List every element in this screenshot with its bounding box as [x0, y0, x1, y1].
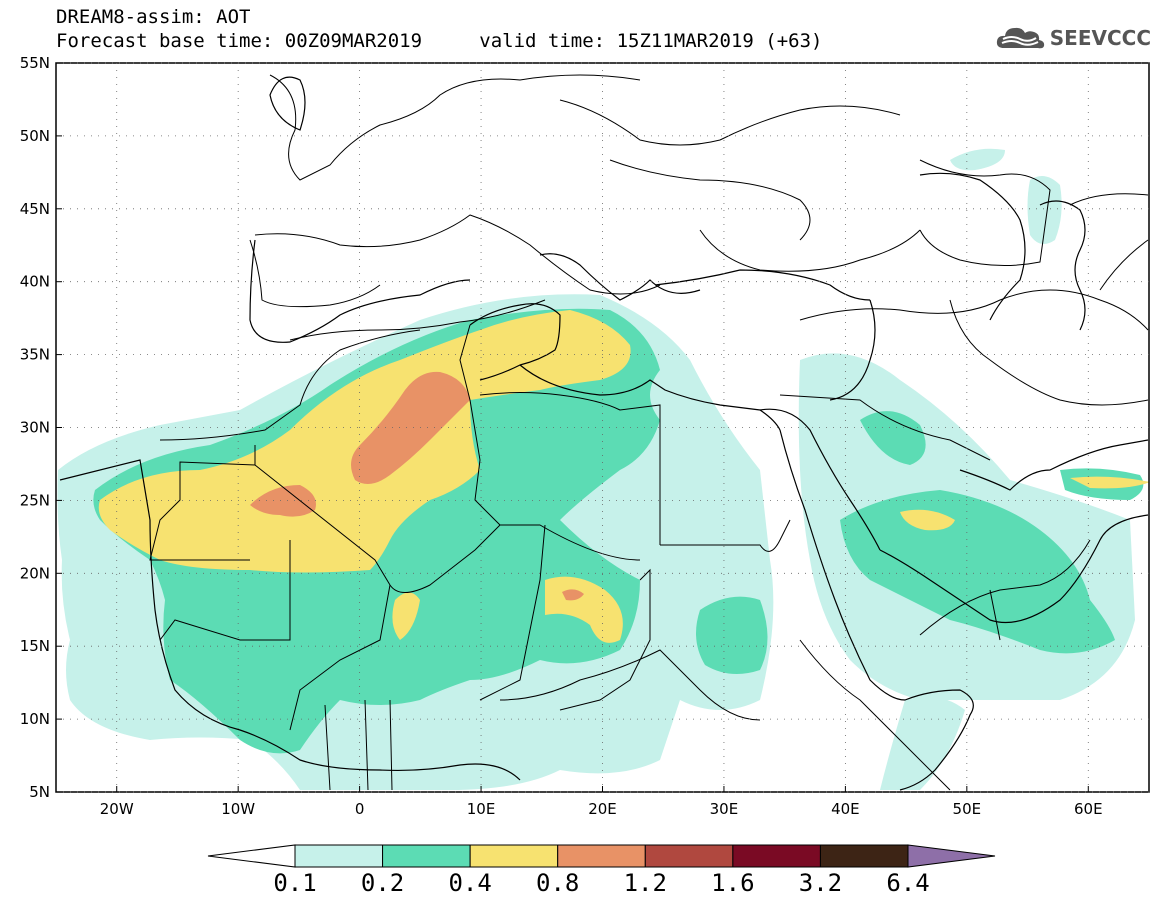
y-tick-label: 20N — [20, 564, 50, 582]
coastlines — [59, 76, 1149, 791]
y-tick-label: 40N — [20, 273, 50, 291]
colorbar-swatch — [732, 844, 821, 868]
aot-level-0.1-north — [950, 148, 1005, 171]
y-tick-label: 5N — [29, 783, 50, 801]
logo-text: SEEVCCC — [1049, 26, 1151, 50]
aot-level-0.1-horn — [880, 696, 965, 790]
y-tick-label: 45N — [20, 200, 50, 218]
country-borders — [149, 74, 1149, 791]
y-tick-label: 35N — [20, 346, 50, 364]
x-tick-label: 30E — [710, 800, 739, 818]
graticule — [56, 62, 1149, 793]
aot-level-0.4-niger — [392, 592, 420, 640]
x-tick-label: 40E — [831, 800, 860, 818]
y-tick-label: 50N — [20, 127, 50, 145]
aot-fields — [57, 148, 1149, 790]
base-time-label: Forecast base time: — [56, 30, 274, 52]
aot-level-0.2-sudan — [696, 596, 768, 674]
x-tick-label: 0 — [355, 800, 365, 818]
y-tick-label: 25N — [20, 491, 50, 509]
colorbar-level-label: 0.1 — [273, 869, 317, 897]
aot-level-0.2-gulf — [860, 411, 926, 465]
aot-level-0.8-mauritania — [250, 485, 316, 517]
valid-time-label: valid time: — [479, 30, 606, 52]
aot-level-0.2-arabia — [840, 490, 1115, 654]
colorbar-level-label: 3.2 — [798, 869, 843, 897]
x-tick-label: 50E — [953, 800, 982, 818]
colorbar-level-label: 0.8 — [536, 869, 580, 897]
colorbar-level-label: 0.2 — [360, 869, 405, 897]
y-tick-label: 15N — [20, 637, 50, 655]
y-tick-label: 30N — [20, 419, 50, 437]
colorbar-level-label: 6.4 — [886, 869, 930, 897]
colorbar-swatch — [294, 844, 384, 868]
aot-level-0.8-chad — [562, 589, 584, 601]
y-tick-label: 55N — [20, 54, 50, 72]
aot-level-0.4-arabia — [900, 509, 955, 531]
colorbar-swatch — [469, 844, 559, 868]
colorbar — [207, 844, 996, 868]
colorbar-swatch — [819, 844, 909, 868]
colorbar-level-label: 1.2 — [623, 869, 667, 897]
x-tick-label: 20E — [588, 800, 617, 818]
colorbar-swatch — [382, 844, 471, 868]
map-subtitle: Forecast base time: 00Z09MAR2019 valid t… — [56, 30, 822, 52]
colorbar-swatch — [644, 844, 734, 868]
x-tick-label: 10W — [221, 800, 255, 818]
colorbar-over-triangle — [907, 844, 996, 868]
axis-ticks: 20W 10W 0 10E 20E 30E 40E 50E 60E 55N 50N 45N 40N 35N… — [20, 54, 1103, 818]
x-tick-label: 10E — [467, 800, 496, 818]
x-tick-label: 20W — [100, 800, 134, 818]
valid-time-value: 15Z11MAR2019 (+63) — [616, 30, 823, 52]
map-title: DREAM8-assim: AOT — [56, 6, 251, 28]
base-time-value: 00Z09MAR2019 — [284, 30, 423, 52]
aot-level-0.1-caspian — [1027, 176, 1062, 244]
y-tick-label: 10N — [20, 710, 50, 728]
colorbar-under-triangle — [207, 844, 296, 868]
colorbar-level-label: 0.4 — [448, 869, 492, 897]
x-tick-label: 60E — [1074, 800, 1103, 818]
colorbar-level-label: 1.6 — [711, 869, 755, 897]
aot-level-0.8 — [351, 371, 470, 484]
cloud-icon — [996, 27, 1044, 49]
colorbar-swatch — [557, 844, 646, 868]
aot-level-0.4-iran — [1070, 476, 1149, 489]
seevccc-logo: SEEVCCC — [994, 24, 1151, 52]
